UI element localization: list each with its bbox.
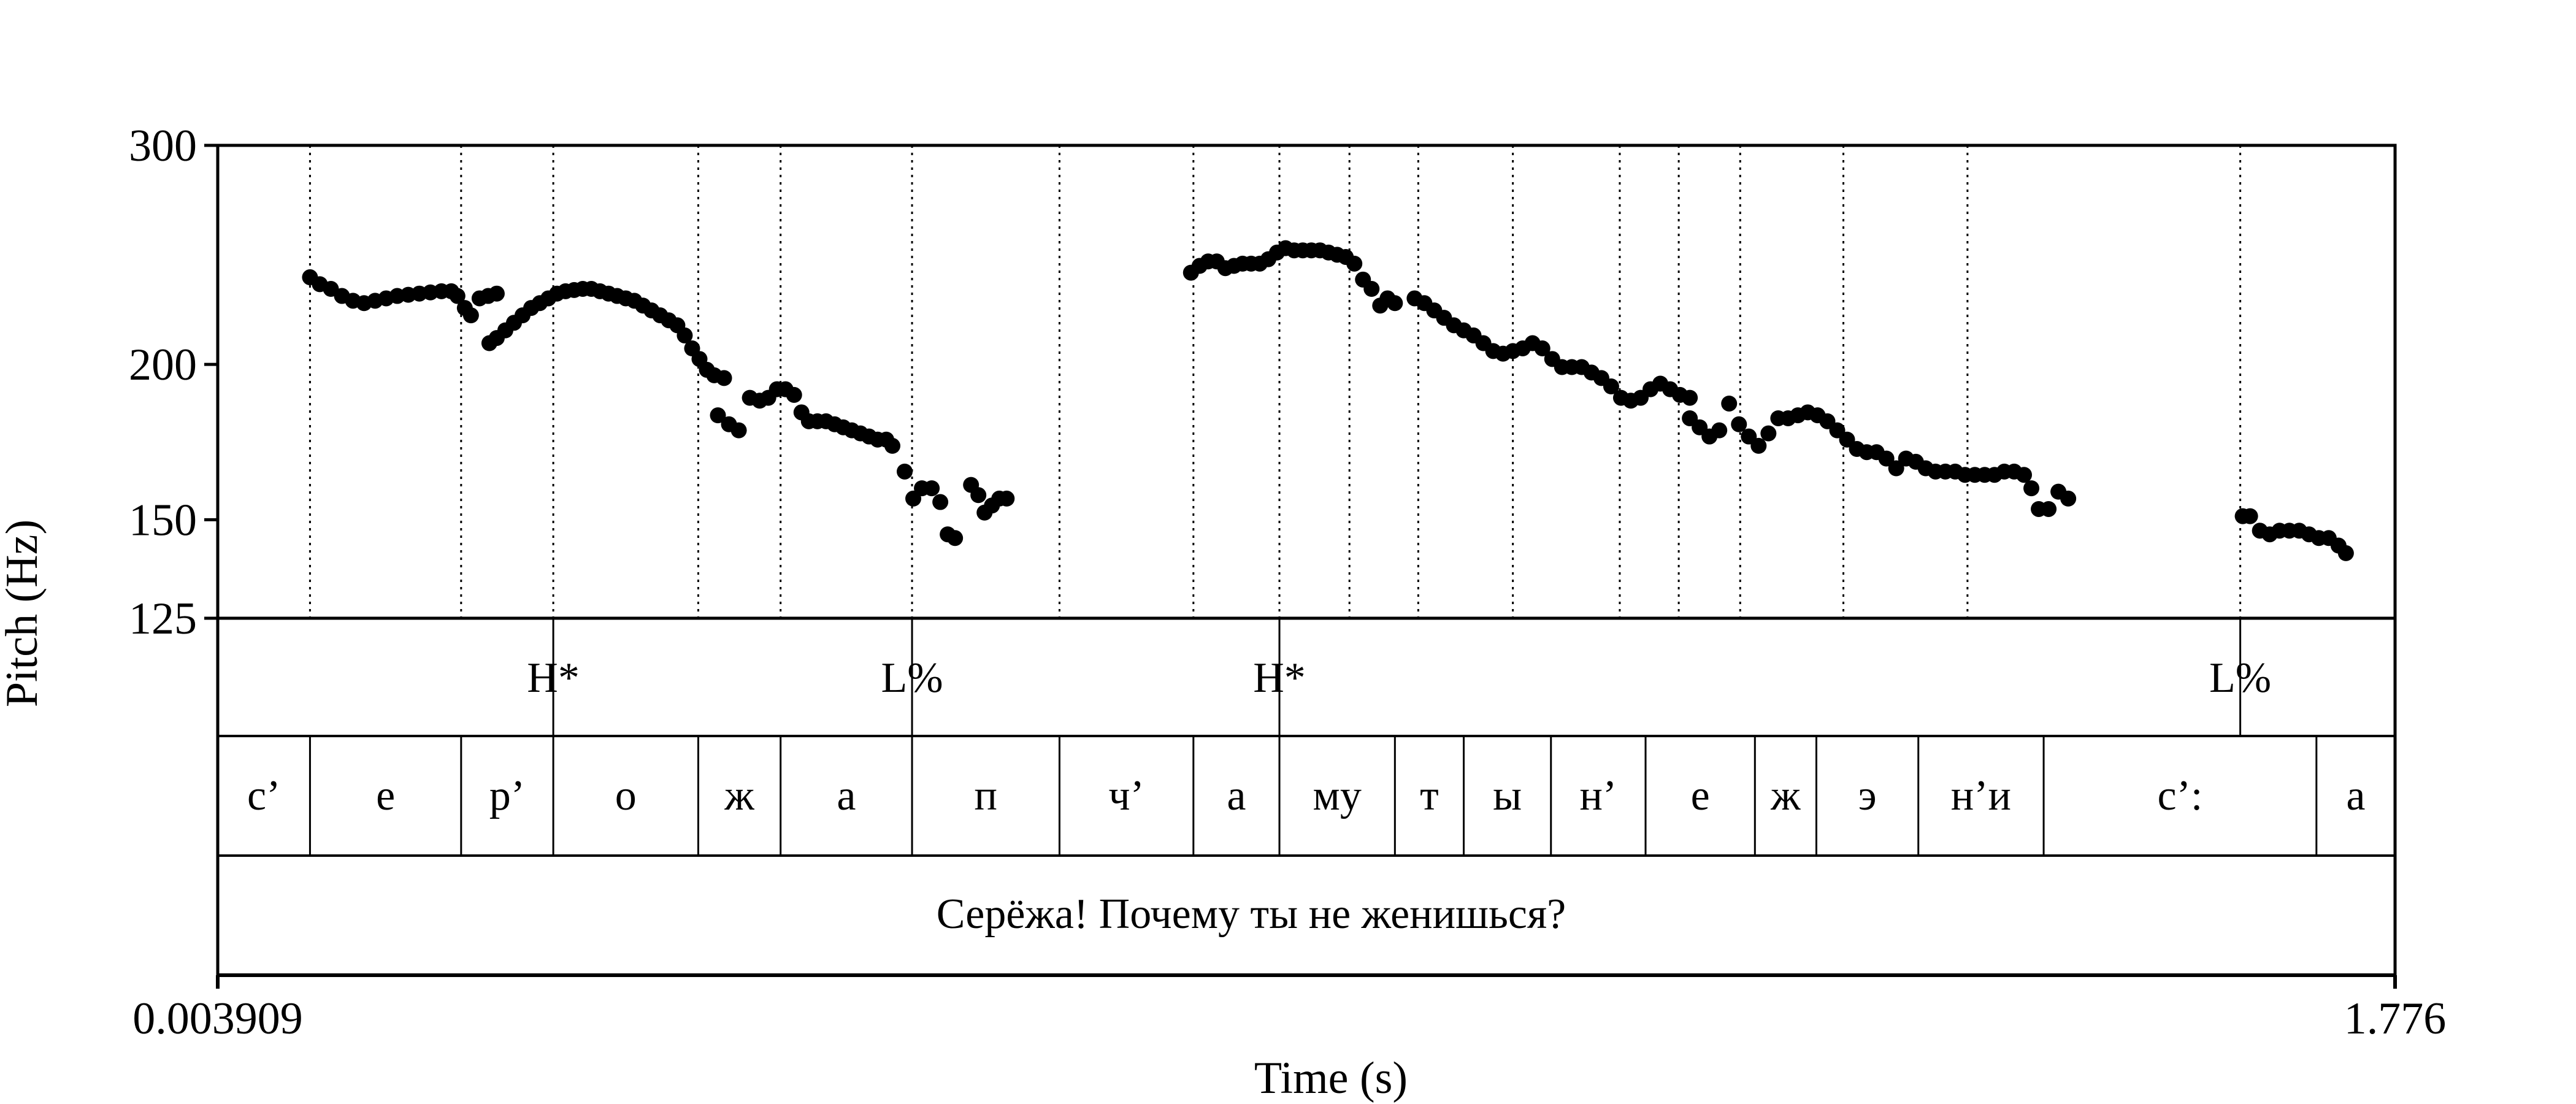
- segment-label: п: [974, 772, 997, 819]
- pitch-point: [2023, 480, 2040, 497]
- segment-label: ч’: [1108, 772, 1144, 819]
- segment-label: е: [1691, 772, 1710, 819]
- pitch-point: [924, 480, 940, 497]
- annotation-tiers: H* L% H* L% с’ е р’ о ж а п ч’ а му т ы н’ е ж э н’и с’: а: [247, 618, 2365, 856]
- segment-label: т: [1420, 772, 1439, 819]
- pitch-point: [2060, 490, 2077, 507]
- pitch-point: [462, 307, 479, 324]
- y-tick-label: 150: [129, 495, 197, 545]
- pitch-point: [1750, 437, 1767, 454]
- pitch-point: [2337, 545, 2354, 561]
- x-tick-label: 1.776: [2344, 994, 2447, 1044]
- segment-label: ж: [724, 772, 754, 819]
- pitch-point: [970, 487, 987, 504]
- pitch-point: [1682, 389, 1698, 406]
- pitch-point: [716, 370, 732, 386]
- pitch-point: [884, 437, 900, 454]
- pitch-point: [449, 288, 466, 304]
- segment-label: с’:: [2158, 772, 2203, 819]
- boundary-grid: [309, 145, 2242, 618]
- x-tick-label: 0.003909: [132, 994, 303, 1044]
- y-tick-label: 125: [129, 594, 197, 644]
- pitch-point: [677, 327, 693, 343]
- segment-label: е: [376, 772, 395, 819]
- pitch-point: [1534, 340, 1551, 357]
- sentence-label: Серёжа! Почему ты не женишься?: [937, 891, 1566, 938]
- pitch-point: [786, 386, 802, 403]
- plot-frames: [216, 144, 2397, 975]
- pitch-point: [1760, 425, 1777, 442]
- segment-label: э: [1858, 772, 1877, 819]
- pitch-point: [2242, 508, 2258, 524]
- pitch-point: [897, 463, 913, 480]
- pitch-point: [1346, 255, 1363, 272]
- pitch-point: [947, 530, 964, 546]
- pitch-point: [1721, 395, 1738, 412]
- pitch-panel-frame: [216, 144, 2397, 620]
- pitch-point: [730, 422, 747, 439]
- pitch-point: [932, 494, 949, 510]
- pitch-point: [999, 490, 1015, 507]
- tone-label: H*: [1253, 654, 1306, 702]
- y-tick-label: 200: [129, 340, 197, 390]
- pitch-points: [302, 240, 2354, 561]
- tone-label: H*: [527, 654, 580, 702]
- axes: 0.003909 1.776 300 200 150 125: [129, 121, 2446, 1044]
- pitch-point: [2016, 467, 2033, 483]
- segment-label: о: [615, 772, 637, 819]
- pitch-point: [488, 285, 505, 302]
- segment-label: н’: [1579, 772, 1617, 819]
- pitch-point: [1363, 280, 1380, 297]
- segment-label: ы: [1493, 772, 1522, 819]
- pitch-point: [710, 407, 726, 424]
- tone-label: L%: [881, 654, 943, 702]
- segment-label: с’: [247, 772, 280, 819]
- y-axis-label: Pitch (Hz): [0, 519, 47, 707]
- y-tick-label: 300: [129, 121, 197, 171]
- pitch-point: [2041, 500, 2057, 517]
- pitch-point: [1711, 422, 1728, 439]
- segment-label: р’: [489, 772, 525, 819]
- pitch-point: [1731, 416, 1747, 432]
- segment-label: му: [1313, 772, 1362, 819]
- segment-label: а: [837, 772, 856, 819]
- segment-label: а: [2346, 772, 2365, 819]
- segment-label: а: [1227, 772, 1246, 819]
- x-axis-label: Time (s): [1254, 1053, 1408, 1103]
- pitch-point: [1387, 295, 1403, 312]
- pitch-point: [1603, 378, 1619, 395]
- segment-label: ж: [1770, 772, 1801, 819]
- pitch-point: [1888, 460, 1904, 477]
- pitch-point: [1878, 450, 1895, 467]
- segment-label: н’и: [1951, 772, 2011, 819]
- tone-label: L%: [2209, 654, 2271, 702]
